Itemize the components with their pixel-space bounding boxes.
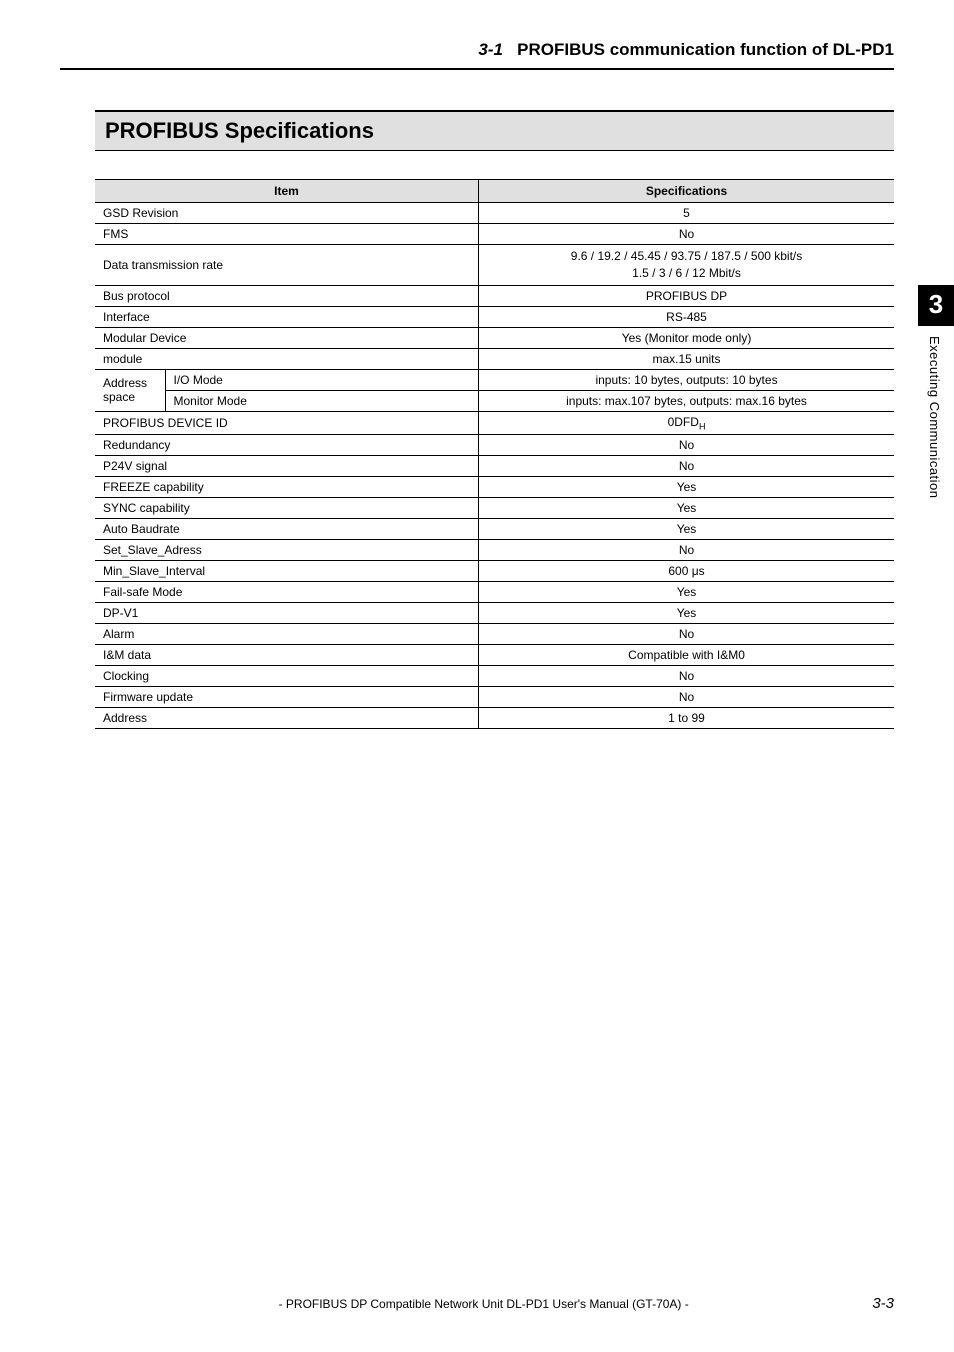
row-value: Yes (Monitor mode only) (479, 327, 894, 348)
table-row: modulemax.15 units (95, 348, 894, 369)
table-row: I&M dataCompatible with I&M0 (95, 644, 894, 665)
table-row: Data transmission rate9.6 / 19.2 / 45.45… (95, 245, 894, 286)
row-value: Yes (479, 602, 894, 623)
row-label: Redundancy (95, 434, 479, 455)
row-label: Fail-safe Mode (95, 581, 479, 602)
table-row: ClockingNo (95, 665, 894, 686)
table-row: PROFIBUS DEVICE ID0DFDH (95, 411, 894, 434)
table-row: P24V signalNo (95, 455, 894, 476)
row-label: I&M data (95, 644, 479, 665)
row-value: No (479, 455, 894, 476)
row-label: DP-V1 (95, 602, 479, 623)
row-value: No (479, 539, 894, 560)
row-label: PROFIBUS DEVICE ID (95, 411, 479, 434)
row-value: 600 μs (479, 560, 894, 581)
row-value: 1 to 99 (479, 707, 894, 728)
specifications-table: Item Specifications GSD Revision5FMSNoDa… (95, 179, 894, 729)
table-row: Set_Slave_AdressNo (95, 539, 894, 560)
footer-page-number: 3-3 (872, 1295, 894, 1312)
row-label: Min_Slave_Interval (95, 560, 479, 581)
table-row: Monitor Mode inputs: max.107 bytes, outp… (95, 390, 894, 411)
section-heading: PROFIBUS Specifications (95, 110, 894, 151)
row-value: Compatible with I&M0 (479, 644, 894, 665)
row-label: Interface (95, 306, 479, 327)
table-row: Auto BaudrateYes (95, 518, 894, 539)
row-label: Data transmission rate (95, 245, 479, 286)
row-label: Set_Slave_Adress (95, 539, 479, 560)
row-label: GSD Revision (95, 203, 479, 224)
table-row: FREEZE capabilityYes (95, 476, 894, 497)
side-tab-text: Executing Communication (918, 326, 951, 509)
address-group-label: Address space (95, 369, 165, 411)
row-value: Yes (479, 497, 894, 518)
row-label: Alarm (95, 623, 479, 644)
table-row: Min_Slave_Interval600 μs (95, 560, 894, 581)
col-header-spec: Specifications (479, 180, 894, 203)
footer-center-text: - PROFIBUS DP Compatible Network Unit DL… (95, 1297, 872, 1311)
table-row: SYNC capabilityYes (95, 497, 894, 518)
table-row: DP-V1Yes (95, 602, 894, 623)
row-value: No (479, 665, 894, 686)
chapter-spacer (508, 40, 513, 59)
table-row: AlarmNo (95, 623, 894, 644)
table-row: Firmware updateNo (95, 686, 894, 707)
row-label: P24V signal (95, 455, 479, 476)
table-row: Address space I/O Mode inputs: 10 bytes,… (95, 369, 894, 390)
table-header-row: Item Specifications (95, 180, 894, 203)
address-sub-value: inputs: max.107 bytes, outputs: max.16 b… (479, 390, 894, 411)
col-header-item: Item (95, 180, 479, 203)
table-row: Modular DeviceYes (Monitor mode only) (95, 327, 894, 348)
chapter-title-text: PROFIBUS communication function of DL-PD… (517, 40, 894, 59)
row-label: FREEZE capability (95, 476, 479, 497)
table-row: Fail-safe ModeYes (95, 581, 894, 602)
row-label: Clocking (95, 665, 479, 686)
row-value: 5 (479, 203, 894, 224)
table-row: FMSNo (95, 224, 894, 245)
row-label: Firmware update (95, 686, 479, 707)
row-value: No (479, 623, 894, 644)
row-value: RS-485 (479, 306, 894, 327)
page-footer: - PROFIBUS DP Compatible Network Unit DL… (0, 1295, 954, 1312)
row-label: Modular Device (95, 327, 479, 348)
row-value: No (479, 686, 894, 707)
table-row: GSD Revision5 (95, 203, 894, 224)
address-sub-label: Monitor Mode (165, 390, 479, 411)
row-value: No (479, 434, 894, 455)
row-value: Yes (479, 581, 894, 602)
row-value: max.15 units (479, 348, 894, 369)
row-label: FMS (95, 224, 479, 245)
address-sub-value: inputs: 10 bytes, outputs: 10 bytes (479, 369, 894, 390)
table-row: InterfaceRS-485 (95, 306, 894, 327)
row-label: Address (95, 707, 479, 728)
row-label: Auto Baudrate (95, 518, 479, 539)
row-label: Bus protocol (95, 285, 479, 306)
row-value: No (479, 224, 894, 245)
table-row: Bus protocolPROFIBUS DP (95, 285, 894, 306)
row-value: Yes (479, 518, 894, 539)
table-row: RedundancyNo (95, 434, 894, 455)
row-value: PROFIBUS DP (479, 285, 894, 306)
side-tab: 3 Executing Communication (918, 285, 954, 509)
chapter-title: 3-1 PROFIBUS communication function of D… (60, 40, 894, 60)
row-value: 9.6 / 19.2 / 45.45 / 93.75 / 187.5 / 500… (479, 245, 894, 286)
row-value: 0DFDH (479, 411, 894, 434)
side-tab-number: 3 (918, 285, 954, 326)
row-label: module (95, 348, 479, 369)
row-value: Yes (479, 476, 894, 497)
chapter-number: 3-1 (478, 40, 503, 59)
address-sub-label: I/O Mode (165, 369, 479, 390)
table-row: Address1 to 99 (95, 707, 894, 728)
row-label: SYNC capability (95, 497, 479, 518)
